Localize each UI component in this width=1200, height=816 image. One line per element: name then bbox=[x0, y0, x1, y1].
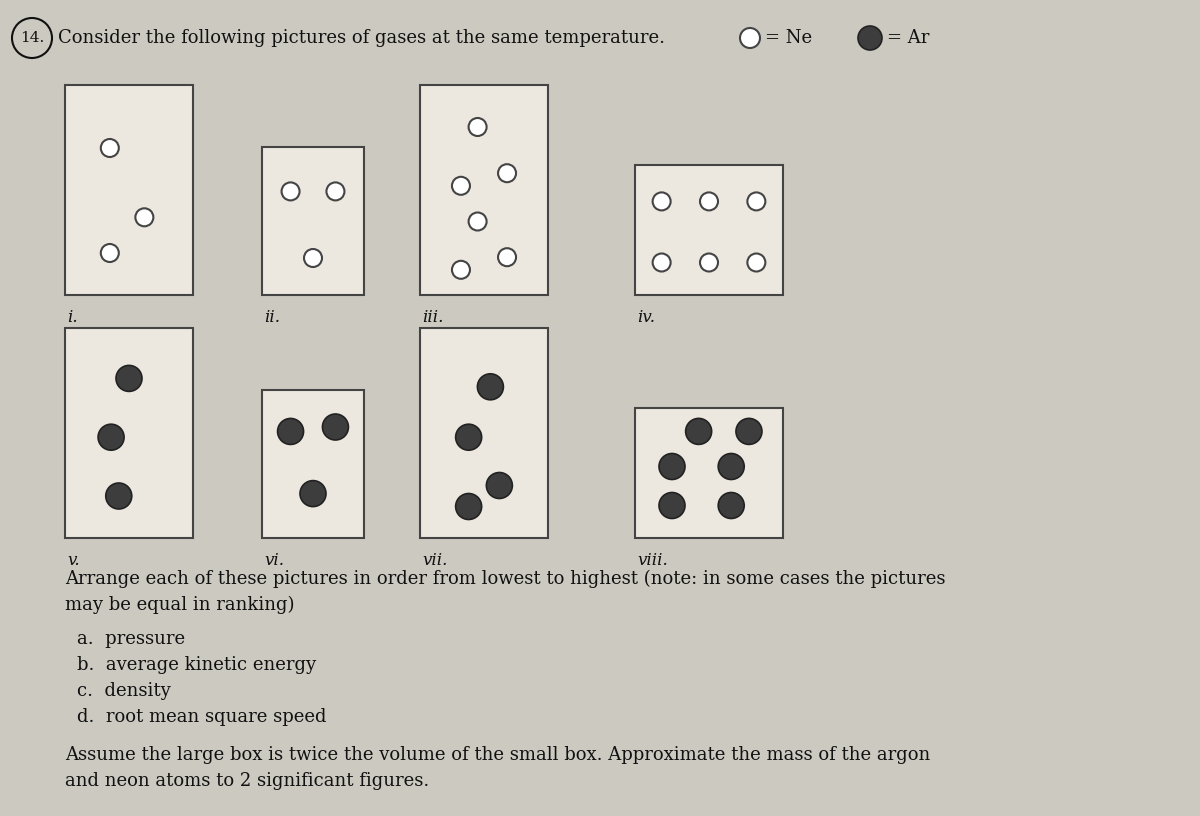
Circle shape bbox=[736, 419, 762, 445]
Bar bbox=[635, 408, 784, 538]
Circle shape bbox=[659, 454, 685, 480]
Text: and neon atoms to 2 significant figures.: and neon atoms to 2 significant figures. bbox=[65, 772, 430, 790]
Circle shape bbox=[98, 424, 124, 450]
Bar bbox=[65, 328, 193, 538]
Circle shape bbox=[653, 193, 671, 211]
Text: a.  pressure: a. pressure bbox=[77, 630, 185, 648]
Circle shape bbox=[469, 212, 487, 230]
Circle shape bbox=[478, 374, 504, 400]
Circle shape bbox=[498, 164, 516, 182]
Text: d.  root mean square speed: d. root mean square speed bbox=[77, 708, 326, 726]
Circle shape bbox=[498, 248, 516, 266]
Text: viii.: viii. bbox=[637, 552, 667, 569]
Circle shape bbox=[748, 193, 766, 211]
Bar bbox=[420, 85, 548, 295]
Circle shape bbox=[101, 244, 119, 262]
Circle shape bbox=[282, 183, 300, 201]
Circle shape bbox=[304, 249, 322, 267]
Text: i.: i. bbox=[67, 309, 78, 326]
Circle shape bbox=[106, 483, 132, 509]
Bar bbox=[262, 147, 364, 295]
Bar bbox=[420, 328, 548, 538]
Text: may be equal in ranking): may be equal in ranking) bbox=[65, 596, 294, 614]
Circle shape bbox=[101, 139, 119, 157]
Text: Arrange each of these pictures in order from lowest to highest (note: in some ca: Arrange each of these pictures in order … bbox=[65, 570, 946, 588]
Text: c.  density: c. density bbox=[77, 682, 170, 700]
Bar bbox=[262, 390, 364, 538]
Circle shape bbox=[452, 261, 470, 279]
Text: b.  average kinetic energy: b. average kinetic energy bbox=[77, 656, 316, 674]
Text: vi.: vi. bbox=[264, 552, 284, 569]
Circle shape bbox=[858, 26, 882, 50]
Circle shape bbox=[748, 254, 766, 272]
Text: Consider the following pictures of gases at the same temperature.: Consider the following pictures of gases… bbox=[58, 29, 665, 47]
Circle shape bbox=[452, 177, 470, 195]
Circle shape bbox=[700, 193, 718, 211]
Bar bbox=[635, 165, 784, 295]
Text: ii.: ii. bbox=[264, 309, 280, 326]
Text: = Ne: = Ne bbox=[766, 29, 812, 47]
Text: iii.: iii. bbox=[422, 309, 443, 326]
Circle shape bbox=[653, 254, 671, 272]
Circle shape bbox=[486, 472, 512, 499]
Circle shape bbox=[718, 493, 744, 518]
Text: Assume the large box is twice the volume of the small box. Approximate the mass : Assume the large box is twice the volume… bbox=[65, 746, 930, 764]
Circle shape bbox=[136, 208, 154, 226]
Text: 14.: 14. bbox=[20, 31, 44, 45]
Circle shape bbox=[740, 28, 760, 48]
Text: iv.: iv. bbox=[637, 309, 655, 326]
Circle shape bbox=[700, 254, 718, 272]
Circle shape bbox=[659, 493, 685, 518]
Circle shape bbox=[326, 183, 344, 201]
Circle shape bbox=[116, 366, 142, 392]
Circle shape bbox=[469, 118, 487, 136]
Circle shape bbox=[323, 414, 348, 440]
Circle shape bbox=[300, 481, 326, 507]
Bar bbox=[65, 85, 193, 295]
Circle shape bbox=[718, 454, 744, 480]
Text: = Ar: = Ar bbox=[887, 29, 929, 47]
Circle shape bbox=[456, 494, 481, 520]
Text: vii.: vii. bbox=[422, 552, 448, 569]
Circle shape bbox=[685, 419, 712, 445]
Circle shape bbox=[277, 419, 304, 445]
Circle shape bbox=[456, 424, 481, 450]
Text: v.: v. bbox=[67, 552, 79, 569]
